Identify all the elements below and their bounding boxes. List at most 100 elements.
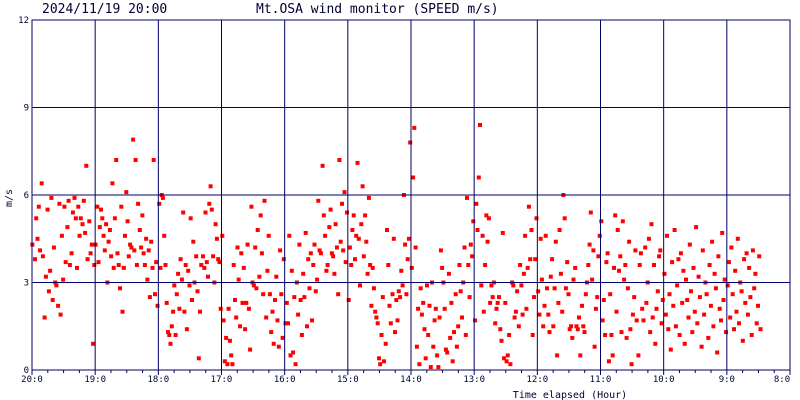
- data-point: [433, 306, 438, 311]
- data-point: [327, 225, 332, 230]
- data-point: [66, 198, 71, 203]
- data-point: [417, 362, 422, 367]
- data-point: [620, 219, 625, 224]
- data-point: [155, 303, 160, 308]
- data-point: [484, 213, 489, 218]
- x-axis-ticks: 20:0 19:0 18:0 17:0 16:0 15:0 14:0 13:0 12:0 11:0…: [21, 370, 791, 385]
- data-point: [302, 295, 307, 300]
- data-point: [696, 274, 701, 279]
- data-point: [83, 230, 88, 235]
- data-point: [35, 236, 40, 241]
- data-point: [236, 277, 241, 282]
- data-point: [413, 245, 418, 250]
- data-point: [167, 333, 172, 337]
- data-point: [375, 321, 380, 326]
- data-point: [553, 239, 558, 244]
- data-point: [445, 350, 450, 355]
- data-point: [702, 312, 707, 317]
- data-point: [552, 286, 557, 291]
- data-point: [457, 263, 462, 267]
- data-point: [593, 306, 598, 311]
- data-points: [30, 123, 763, 370]
- data-point: [749, 333, 754, 337]
- data-point: [182, 309, 187, 314]
- data-point: [706, 335, 711, 340]
- data-point: [673, 324, 678, 329]
- data-point: [43, 274, 48, 279]
- data-point: [299, 333, 304, 337]
- data-point: [583, 292, 588, 297]
- data-point: [409, 265, 414, 270]
- data-point: [505, 353, 510, 358]
- data-point: [356, 236, 361, 241]
- data-point: [202, 265, 207, 270]
- data-point: [657, 254, 662, 259]
- data-point: [580, 303, 584, 308]
- data-point: [470, 254, 475, 259]
- data-point: [178, 257, 183, 262]
- data-point: [456, 324, 461, 329]
- data-point: [556, 300, 561, 305]
- data-point: [146, 248, 151, 253]
- data-point: [217, 260, 222, 265]
- data-point: [537, 312, 542, 317]
- data-point: [224, 335, 229, 340]
- data-point: [681, 268, 686, 273]
- data-point: [366, 195, 371, 200]
- data-point: [398, 295, 403, 300]
- data-point: [632, 295, 637, 300]
- data-point: [465, 195, 469, 200]
- data-point: [201, 254, 205, 259]
- data-point: [147, 295, 152, 300]
- data-point: [62, 204, 67, 209]
- data-point: [382, 359, 386, 364]
- data-point: [114, 158, 119, 162]
- data-point: [691, 265, 696, 270]
- data-point: [597, 233, 602, 238]
- data-point: [418, 286, 423, 291]
- data-point: [283, 321, 288, 326]
- data-point: [650, 315, 655, 320]
- data-point: [211, 254, 216, 259]
- x-tick-label: 20:0: [21, 375, 43, 385]
- data-point: [379, 333, 384, 337]
- data-point: [267, 292, 272, 297]
- data-point: [57, 201, 62, 206]
- data-point: [296, 312, 301, 317]
- data-point: [240, 300, 245, 305]
- x-tick-label: 14:0: [400, 375, 422, 385]
- data-point: [600, 318, 605, 323]
- data-point: [694, 225, 699, 230]
- data-point: [391, 236, 396, 241]
- data-point: [204, 260, 209, 265]
- data-point: [604, 260, 609, 265]
- data-point: [473, 318, 477, 323]
- data-point: [533, 257, 538, 262]
- data-point: [39, 181, 44, 186]
- data-point: [504, 359, 509, 364]
- data-point: [547, 330, 552, 335]
- data-point: [682, 341, 687, 346]
- data-point: [390, 292, 395, 297]
- data-point: [427, 303, 432, 308]
- data-point: [65, 225, 70, 230]
- data-point: [747, 265, 752, 270]
- data-point: [543, 233, 548, 238]
- data-point: [555, 353, 560, 358]
- data-point: [329, 251, 334, 256]
- data-point: [640, 306, 645, 311]
- data-point: [644, 300, 649, 305]
- data-point: [590, 277, 595, 282]
- data-point: [546, 312, 551, 317]
- data-point: [129, 245, 134, 250]
- data-point: [36, 204, 41, 209]
- data-point: [715, 350, 720, 355]
- data-point: [745, 312, 750, 317]
- data-point: [307, 286, 312, 291]
- data-point: [154, 260, 159, 265]
- data-point: [562, 216, 567, 221]
- data-point: [259, 251, 264, 256]
- data-point: [239, 251, 244, 256]
- y-axis-label: m/s: [4, 189, 15, 207]
- data-point: [158, 265, 163, 270]
